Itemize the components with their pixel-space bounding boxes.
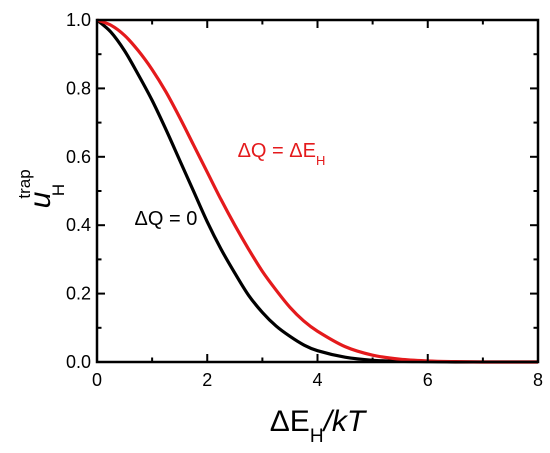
series-line-0 <box>95 18 538 364</box>
series-lines <box>95 18 538 364</box>
x-axis-label: ΔEH/kT <box>270 405 368 447</box>
x-tick-label: 8 <box>533 370 543 390</box>
series-line-1 <box>96 18 538 364</box>
y-tick-label: 0.4 <box>66 215 91 235</box>
x-tick-label: 6 <box>423 370 433 390</box>
x-tick-label: 0 <box>92 370 102 390</box>
y-tick-label: 0.2 <box>66 284 91 304</box>
y-axis-label: u trap H <box>15 169 68 208</box>
plot-frame <box>95 18 540 364</box>
y-tick-label: 0.6 <box>66 147 91 167</box>
x-tick-label: 2 <box>202 370 212 390</box>
y-tick-label: 0.8 <box>66 78 91 98</box>
annotations: ΔQ = ΔEH ΔQ = 0 <box>134 140 325 230</box>
y-tick-label: 1.0 <box>66 10 91 30</box>
y-tick-label: 0.0 <box>66 352 91 372</box>
svg-text:H: H <box>49 184 68 196</box>
x-tick-label: 4 <box>312 370 322 390</box>
tick-labels: 0 2 4 6 8 0.0 0.2 0.4 0.6 0.8 1.0 <box>66 10 543 390</box>
series-annotation-1: ΔQ = 0 <box>134 208 197 230</box>
svg-text:u: u <box>24 191 57 208</box>
series-annotation-0: ΔQ = ΔEH <box>238 140 326 168</box>
axis-ticks <box>96 19 539 363</box>
svg-text:trap: trap <box>15 169 34 198</box>
